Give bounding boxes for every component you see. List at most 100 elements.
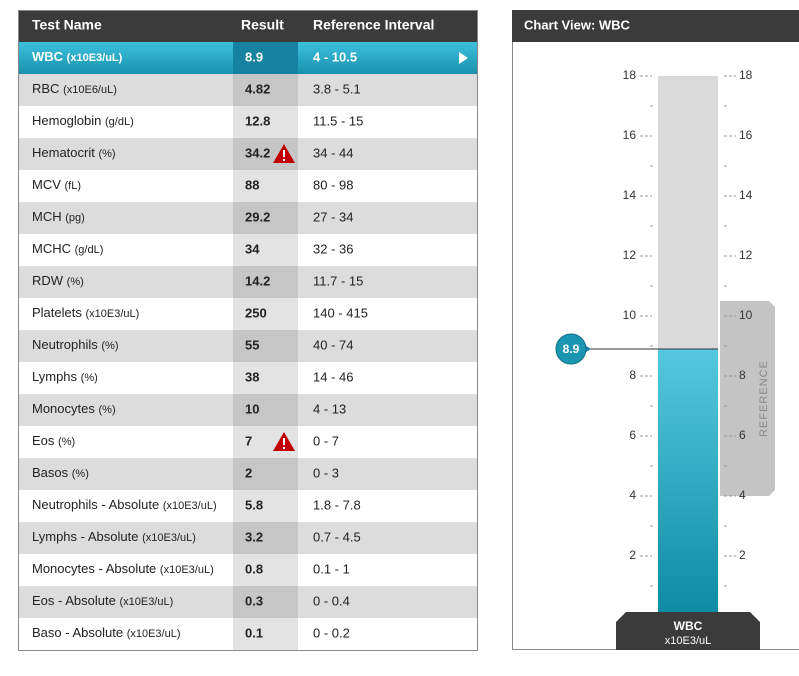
reference-interval: 140 - 415 — [313, 305, 368, 320]
test-name: Monocytes - Absolute (x10E3/uL) — [32, 561, 214, 576]
test-unit: (x10E3/uL) — [163, 500, 217, 512]
test-name: Platelets (x10E3/uL) — [32, 305, 139, 320]
test-unit: (%) — [98, 148, 115, 160]
test-name: Baso - Absolute (x10E3/uL) — [32, 625, 181, 640]
test-name-text: WBC — [32, 49, 64, 64]
y-tick-label: 12 — [623, 248, 637, 262]
result-value: 34.2 — [245, 145, 270, 160]
test-name-text: MCV — [32, 177, 61, 192]
test-name-text: MCHC — [32, 241, 71, 256]
result-value: 8.9 — [245, 49, 263, 64]
test-unit: (x10E3/uL) — [119, 596, 173, 608]
test-name: Monocytes (%) — [32, 401, 116, 416]
test-unit: (x10E3/uL) — [86, 308, 140, 320]
test-name-text: Hematocrit — [32, 145, 95, 160]
test-unit: (x10E3/uL) — [67, 52, 123, 64]
result-cell — [233, 490, 298, 522]
result-cell — [233, 522, 298, 554]
reference-interval: 0.7 - 4.5 — [313, 529, 361, 544]
y-tick-label: 8 — [739, 368, 746, 382]
test-name: MCHC (g/dL) — [32, 241, 103, 256]
test-name-text: MCH — [32, 209, 62, 224]
result-value: 4.82 — [245, 81, 270, 96]
result-value: 250 — [245, 305, 267, 320]
test-name: Neutrophils - Absolute (x10E3/uL) — [32, 497, 217, 512]
result-value: 2 — [245, 465, 252, 480]
y-tick-label: 14 — [739, 188, 753, 202]
test-unit: (pg) — [65, 212, 85, 224]
test-name-text: Neutrophils - Absolute — [32, 497, 159, 512]
result-cell — [233, 42, 298, 74]
reference-interval: 0.1 - 1 — [313, 561, 350, 576]
test-unit: (x10E3/uL) — [160, 564, 214, 576]
test-name-text: Neutrophils — [32, 337, 98, 352]
y-tick-label: 4 — [739, 488, 746, 502]
result-cell — [233, 234, 298, 266]
y-tick-label: 12 — [739, 248, 753, 262]
result-value: 7 — [245, 433, 252, 448]
result-value: 14.2 — [245, 273, 270, 288]
reference-interval: 11.7 - 15 — [313, 273, 363, 288]
reference-interval: 4 - 10.5 — [313, 49, 357, 64]
result-cell — [233, 394, 298, 426]
result-value: 5.8 — [245, 497, 263, 512]
test-name-text: Eos - Absolute — [32, 593, 116, 608]
test-name-text: Platelets — [32, 305, 82, 320]
y-tick-label: 16 — [623, 128, 637, 142]
panel-title: Chart View: WBC — [524, 17, 631, 32]
reference-interval: 27 - 34 — [313, 209, 353, 224]
warning-dot — [283, 159, 285, 161]
y-tick-label: 10 — [739, 308, 753, 322]
value-bar — [658, 349, 718, 616]
reference-interval: 0 - 0.2 — [313, 625, 350, 640]
result-value: 38 — [245, 369, 259, 384]
test-name-text: RDW — [32, 273, 64, 288]
result-value: 55 — [245, 337, 259, 352]
result-value: 34 — [245, 241, 260, 256]
test-name: RDW (%) — [32, 273, 84, 288]
test-unit: (x10E6/uL) — [63, 84, 117, 96]
test-unit: (%) — [101, 340, 118, 352]
test-name: Hemoglobin (g/dL) — [32, 113, 134, 128]
y-tick-label: 18 — [623, 68, 637, 82]
result-value: 29.2 — [245, 209, 270, 224]
reference-interval: 0 - 0.4 — [313, 593, 350, 608]
result-cell — [233, 330, 298, 362]
result-value: 0.8 — [245, 561, 263, 576]
test-name: Lymphs (%) — [32, 369, 98, 384]
test-name: Hematocrit (%) — [32, 145, 116, 160]
reference-interval: 40 - 74 — [313, 337, 353, 352]
reference-interval: 0 - 3 — [313, 465, 339, 480]
test-unit: (x10E3/uL) — [142, 532, 196, 544]
y-tick-label: 8 — [629, 368, 636, 382]
reference-interval: 0 - 7 — [313, 433, 339, 448]
y-tick-label: 6 — [629, 428, 636, 442]
test-unit: (fL) — [65, 180, 82, 192]
y-tick-label: 4 — [629, 488, 636, 502]
y-tick-label: 16 — [739, 128, 753, 142]
result-value: 0.3 — [245, 593, 263, 608]
test-unit: (g/dL) — [105, 116, 134, 128]
test-name: Basos (%) — [32, 465, 89, 480]
test-name-text: RBC — [32, 81, 59, 96]
result-cell — [233, 586, 298, 618]
result-value: 3.2 — [245, 529, 263, 544]
test-unit: (%) — [99, 404, 116, 416]
result-cell — [233, 362, 298, 394]
result-value: 88 — [245, 177, 259, 192]
y-tick-label: 2 — [629, 548, 636, 562]
column-header: Reference Interval — [313, 17, 434, 33]
result-value: 0.1 — [245, 625, 263, 640]
test-name-text: Baso - Absolute — [32, 625, 123, 640]
test-name: WBC (x10E3/uL) — [32, 49, 123, 64]
warning-dot — [283, 447, 285, 449]
reference-label: REFERENCE — [758, 360, 770, 437]
test-unit: (x10E3/uL) — [127, 628, 181, 640]
test-name: MCH (pg) — [32, 209, 85, 224]
result-cell — [233, 554, 298, 586]
value-label: 8.9 — [563, 342, 580, 356]
test-unit: (%) — [67, 276, 84, 288]
reference-interval: 34 - 44 — [313, 145, 353, 160]
test-name-text: Lymphs — [32, 369, 78, 384]
